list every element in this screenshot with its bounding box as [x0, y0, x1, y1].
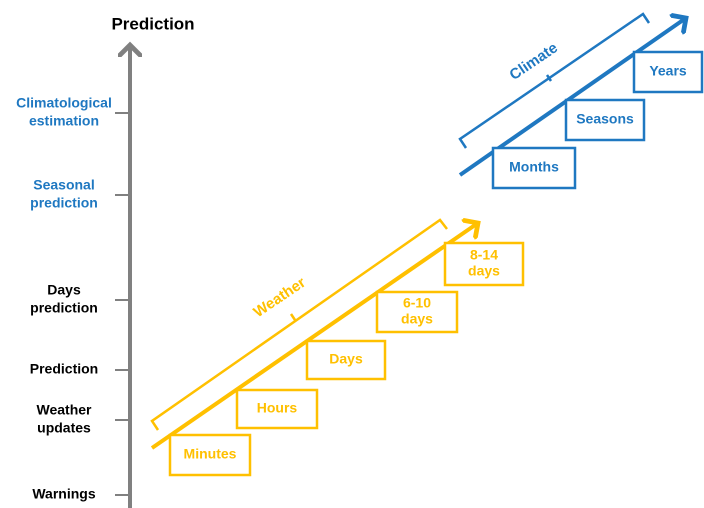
time-box [375, 290, 459, 334]
time-box-label: 6-10 [403, 295, 431, 311]
time-box [443, 241, 525, 287]
level-label: Climatological [16, 95, 112, 111]
time-box-label: 8-14 [470, 247, 498, 263]
level-label: updates [37, 420, 91, 436]
time-box-label: Months [509, 159, 559, 175]
time-box [632, 50, 704, 94]
climate-bracket [458, 12, 651, 149]
time-box [491, 146, 577, 190]
time-box [305, 339, 387, 381]
time-box-label: days [468, 263, 500, 279]
level-label: estimation [29, 113, 99, 129]
level-label: Prediction [30, 361, 98, 377]
time-box-label: days [401, 311, 433, 327]
weather-bracket [150, 218, 448, 431]
weather-label: Weather [251, 274, 309, 321]
level-label: Warnings [32, 486, 95, 502]
level-label: Seasonal [33, 177, 94, 193]
time-box [235, 388, 319, 430]
weather-arrow [150, 223, 478, 450]
time-box-label: Minutes [184, 446, 237, 462]
level-label: prediction [30, 195, 98, 211]
level-label: Days [47, 282, 81, 298]
time-box-label: Days [329, 351, 363, 367]
axis-title: Prediction [111, 14, 194, 33]
time-box-label: Hours [257, 400, 298, 416]
time-box [564, 98, 646, 142]
time-box-label: Years [649, 63, 687, 79]
time-box-label: Seasons [576, 111, 634, 127]
level-label: Weather [37, 402, 93, 418]
time-box [168, 433, 252, 477]
level-label: prediction [30, 300, 98, 316]
